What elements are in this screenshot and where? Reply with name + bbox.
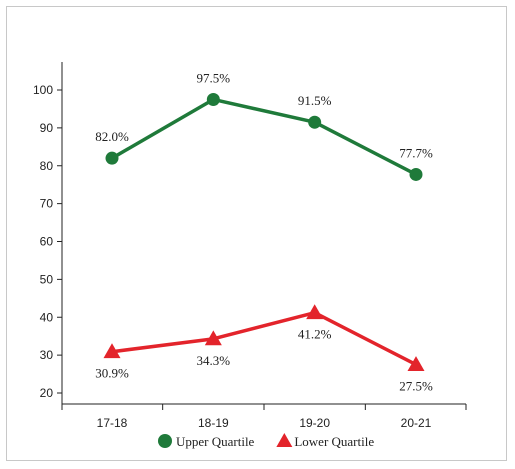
- y-tick-label: 50: [40, 272, 54, 286]
- data-label: 27.5%: [399, 379, 433, 394]
- legend-marker: [158, 434, 172, 448]
- y-tick-label: 30: [40, 348, 54, 362]
- data-label: 30.9%: [95, 366, 129, 381]
- series-layer: 82.0% 97.5% 91.5% 77.7% 30.9% 34.3% 41.2% 27.5%: [95, 70, 433, 393]
- y-tick-label: 20: [40, 386, 54, 400]
- y-tick-label: 60: [40, 235, 54, 249]
- data-point: [206, 92, 220, 106]
- series-line: [111, 97, 417, 177]
- axes: 20 30 40 50 60 70 80 90 100 17-18 18-19 19-20 20-21: [33, 62, 467, 430]
- y-tick-label: 100: [33, 83, 53, 97]
- x-tick-label: 17-18: [97, 416, 128, 430]
- data-label: 77.7%: [399, 145, 433, 160]
- data-point: [407, 356, 425, 371]
- legend-marker: [276, 433, 293, 447]
- x-tick-label: 19-20: [299, 416, 330, 430]
- legend-label: Lower Quartile: [294, 434, 374, 449]
- series-line: [111, 310, 417, 367]
- data-label: 91.5%: [298, 93, 332, 108]
- data-label: 82.0%: [95, 129, 129, 144]
- x-tick-label: 20-21: [401, 416, 432, 430]
- legend-item: Upper Quartile: [158, 434, 255, 449]
- x-tick-label: 18-19: [198, 416, 229, 430]
- data-point: [409, 167, 423, 181]
- data-point: [204, 330, 222, 346]
- legend-label: Upper Quartile: [176, 434, 255, 449]
- data-label: 97.5%: [197, 70, 231, 85]
- data-point: [306, 304, 324, 320]
- legend-item: Lower Quartile: [276, 433, 374, 449]
- data-label: 41.2%: [298, 327, 332, 342]
- data-point: [103, 343, 121, 359]
- series-upper-quartile: 82.0% 97.5% 91.5% 77.7%: [95, 70, 433, 181]
- y-tick-label: 90: [40, 121, 54, 135]
- y-tick-label: 80: [40, 159, 54, 173]
- data-point: [105, 151, 119, 165]
- data-point: [308, 115, 322, 129]
- legend: Upper Quartile Lower Quartile: [158, 433, 374, 449]
- y-tick-label: 40: [40, 310, 54, 324]
- series-lower-quartile: 30.9% 34.3% 41.2% 27.5%: [95, 304, 433, 394]
- data-label: 34.3%: [197, 353, 231, 368]
- y-tick-label: 70: [40, 197, 54, 211]
- chart-frame: [6, 6, 507, 461]
